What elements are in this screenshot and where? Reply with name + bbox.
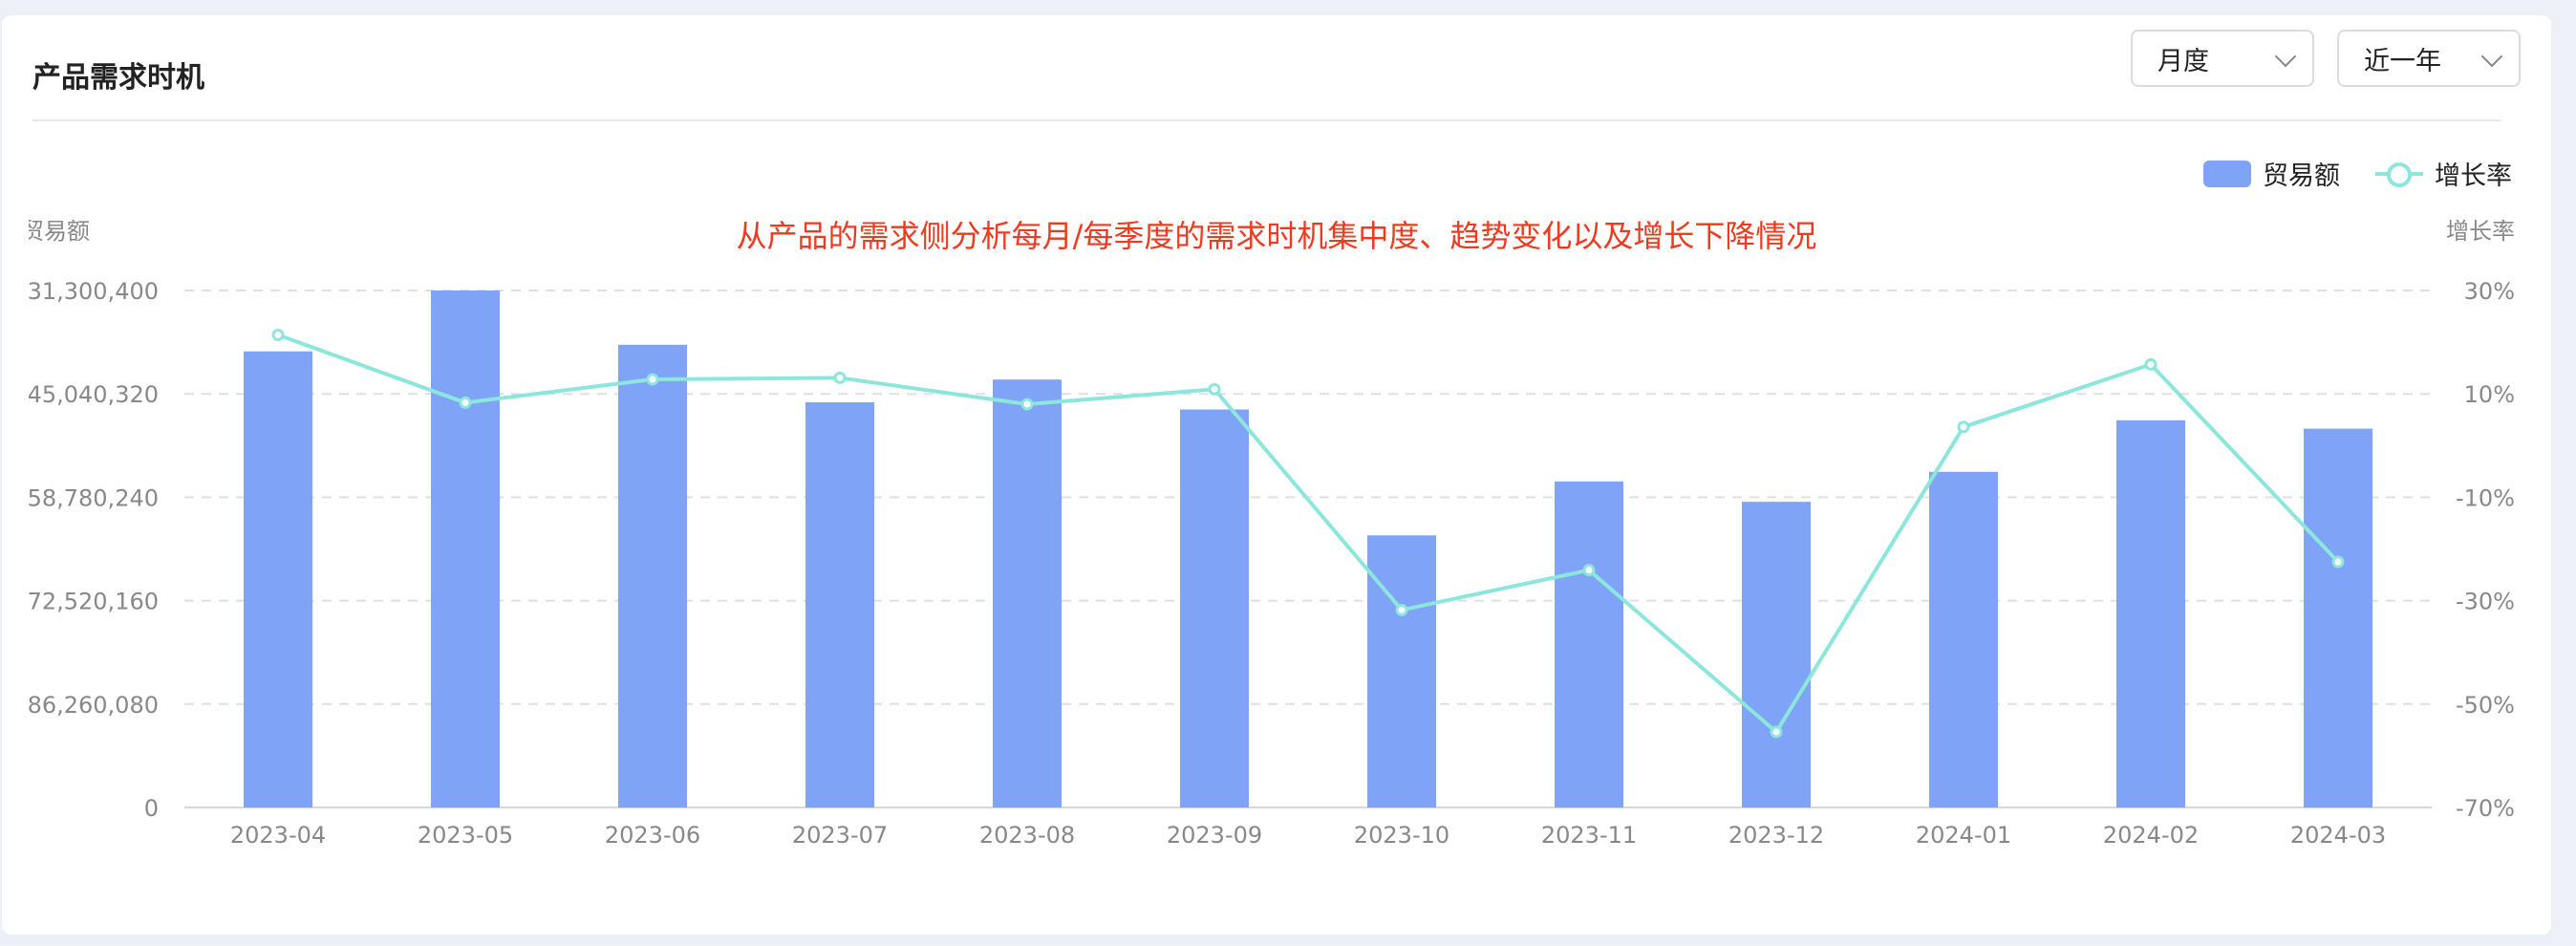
y2-axis-title: 增长率 xyxy=(2446,218,2515,245)
page-title: 产品需求时机 xyxy=(32,61,204,95)
bar-swatch-icon xyxy=(2203,160,2251,187)
bar xyxy=(1929,471,1998,807)
x-tick-label: 2023-07 xyxy=(792,822,888,849)
granularity-select[interactable]: 月度 xyxy=(2131,30,2314,87)
growth-point xyxy=(271,329,285,342)
line-swatch-icon xyxy=(2375,161,2423,187)
growth-point xyxy=(1957,420,1970,434)
range-select[interactable]: 近一年 xyxy=(2337,30,2521,87)
growth-point xyxy=(1770,725,1783,739)
bar xyxy=(805,402,874,807)
legend-item-growth[interactable]: 增长率 xyxy=(2375,155,2512,192)
x-tick-label: 2024-01 xyxy=(1916,822,2011,849)
bar xyxy=(1180,409,1249,807)
growth-point xyxy=(646,373,659,386)
growth-line xyxy=(277,333,2340,736)
growth-point xyxy=(459,396,472,409)
y2-tick-label: -70% xyxy=(2456,795,2515,822)
x-tick-label: 2023-11 xyxy=(1541,822,1637,849)
x-tick-label: 2024-03 xyxy=(2290,822,2386,849)
range-value: 近一年 xyxy=(2364,46,2441,76)
x-tick-label: 2023-09 xyxy=(1167,822,1262,849)
bar xyxy=(993,379,1062,807)
growth-point xyxy=(833,371,847,384)
y-tick-label: 431,300,400 xyxy=(12,278,159,305)
x-tick-label: 2023-10 xyxy=(1354,822,1449,849)
y-tick-label: 258,780,240 xyxy=(12,484,159,511)
divider xyxy=(32,119,2501,121)
y-tick-label: 86,260,080 xyxy=(28,692,159,719)
bar xyxy=(2116,419,2185,807)
y2-tick-label: -30% xyxy=(2456,589,2515,615)
y2-tick-label: -10% xyxy=(2456,484,2515,511)
bar xyxy=(1742,502,1811,807)
bar xyxy=(2304,428,2372,807)
growth-point xyxy=(2331,555,2345,569)
y-tick-label: 172,520,160 xyxy=(12,589,159,615)
granularity-value: 月度 xyxy=(2157,46,2209,76)
y2-tick-label: 10% xyxy=(2464,381,2515,408)
growth-point xyxy=(1395,603,1408,616)
y-axis-title: 贸易额 xyxy=(21,218,90,245)
growth-point xyxy=(1208,382,1221,396)
y2-tick-label: -50% xyxy=(2456,692,2515,719)
bar xyxy=(1367,535,1436,807)
x-tick-label: 2024-02 xyxy=(2103,822,2199,849)
x-tick-label: 2023-12 xyxy=(1728,822,1824,849)
growth-point xyxy=(1020,398,1034,411)
x-tick-label: 2023-08 xyxy=(979,822,1075,849)
x-tick-label: 2023-04 xyxy=(230,822,326,849)
x-tick-label: 2023-05 xyxy=(418,822,513,849)
y-tick-label: 345,040,320 xyxy=(12,381,159,408)
bar xyxy=(1555,481,1623,807)
y-tick-label: 0 xyxy=(144,795,159,822)
y2-tick-label: 30% xyxy=(2464,278,2515,305)
growth-point xyxy=(1582,564,1596,577)
chart-subtitle: 从产品的需求侧分析每月/每季度的需求时机集中度、趋势变化以及增长下降情况 xyxy=(736,218,1817,254)
growth-point xyxy=(2144,357,2157,371)
legend-label: 贸易额 xyxy=(2263,161,2340,191)
legend-item-trade[interactable]: 贸易额 xyxy=(2203,155,2340,192)
bar xyxy=(618,344,687,807)
bar xyxy=(431,290,500,807)
x-tick-label: 2023-06 xyxy=(605,822,700,849)
legend-label: 增长率 xyxy=(2435,161,2512,191)
bar xyxy=(244,351,312,807)
